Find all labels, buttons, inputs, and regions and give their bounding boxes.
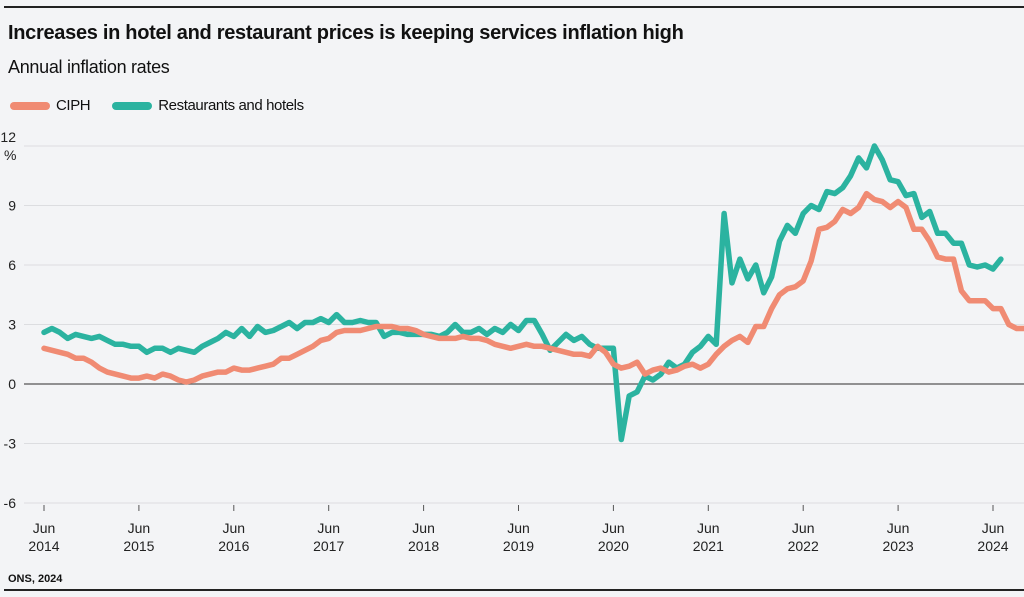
x-tick-label-year: 2021 (693, 538, 724, 554)
y-tick-label: 6 (8, 257, 16, 273)
legend-swatch-ciph (10, 101, 50, 110)
legend-label-restaurants-hotels: Restaurants and hotels (158, 97, 304, 114)
y-axis: 12 9 6 3 0 -3 -6% (0, 129, 16, 511)
legend: CIPH Restaurants and hotels (10, 97, 326, 114)
x-tick-label-month: Jun (792, 520, 815, 536)
x-tick-label-year: 2014 (28, 538, 59, 554)
legend-swatch-restaurants-hotels (112, 101, 153, 110)
y-tick-label: 9 (8, 198, 16, 214)
x-tick-label-year: 2020 (598, 538, 629, 554)
y-tick-label: -3 (4, 435, 17, 451)
x-tick-label-year: 2015 (123, 538, 154, 554)
chart-subtitle: Annual inflation rates (8, 57, 170, 77)
chart-title: Increases in hotel and restaurant prices… (8, 22, 684, 44)
x-tick-label-year: 2016 (218, 538, 249, 554)
x-tick-label-month: Jun (33, 520, 56, 536)
top-rule (4, 6, 1024, 8)
series-lines (41, 143, 1024, 443)
y-tick-label: 12 (0, 129, 16, 145)
x-tick-label-year: 2022 (788, 538, 819, 554)
y-tick-label: 3 (8, 317, 16, 333)
x-tick-label-month: Jun (982, 520, 1005, 536)
series-line-ciph (41, 190, 1024, 385)
x-tick-label-month: Jun (317, 520, 340, 536)
x-tick-label-year: 2019 (503, 538, 534, 554)
series-line-restaurants-and-hotels (41, 143, 1004, 443)
x-tick-label-month: Jun (128, 520, 151, 536)
x-tick-label-month: Jun (602, 520, 625, 536)
y-unit-label: % (4, 147, 16, 163)
x-tick-label-month: Jun (223, 520, 246, 536)
bottom-rule (4, 589, 1024, 591)
x-tick-label-month: Jun (507, 520, 530, 536)
x-tick-label-year: 2018 (408, 538, 439, 554)
x-tick-label-month: Jun (697, 520, 720, 536)
x-tick-label-year: 2024 (977, 538, 1008, 554)
x-tick-label-month: Jun (887, 520, 910, 536)
y-tick-label: 0 (8, 376, 16, 392)
x-axis: Jun 2014 Jun 2015 Jun 2016 Jun 2017 Jun 2018 Jun 20… (28, 504, 1009, 554)
x-tick-label-year: 2017 (313, 538, 344, 554)
y-tick-label: -6 (4, 495, 17, 511)
legend-item-restaurants-hotels: Restaurants and hotels (112, 97, 304, 114)
x-tick-label-year: 2023 (883, 538, 914, 554)
source-note: ONS, 2024 (8, 573, 63, 585)
legend-item-ciph: CIPH (10, 97, 91, 114)
x-tick-label-month: Jun (412, 520, 435, 536)
legend-label-ciph: CIPH (56, 97, 91, 114)
